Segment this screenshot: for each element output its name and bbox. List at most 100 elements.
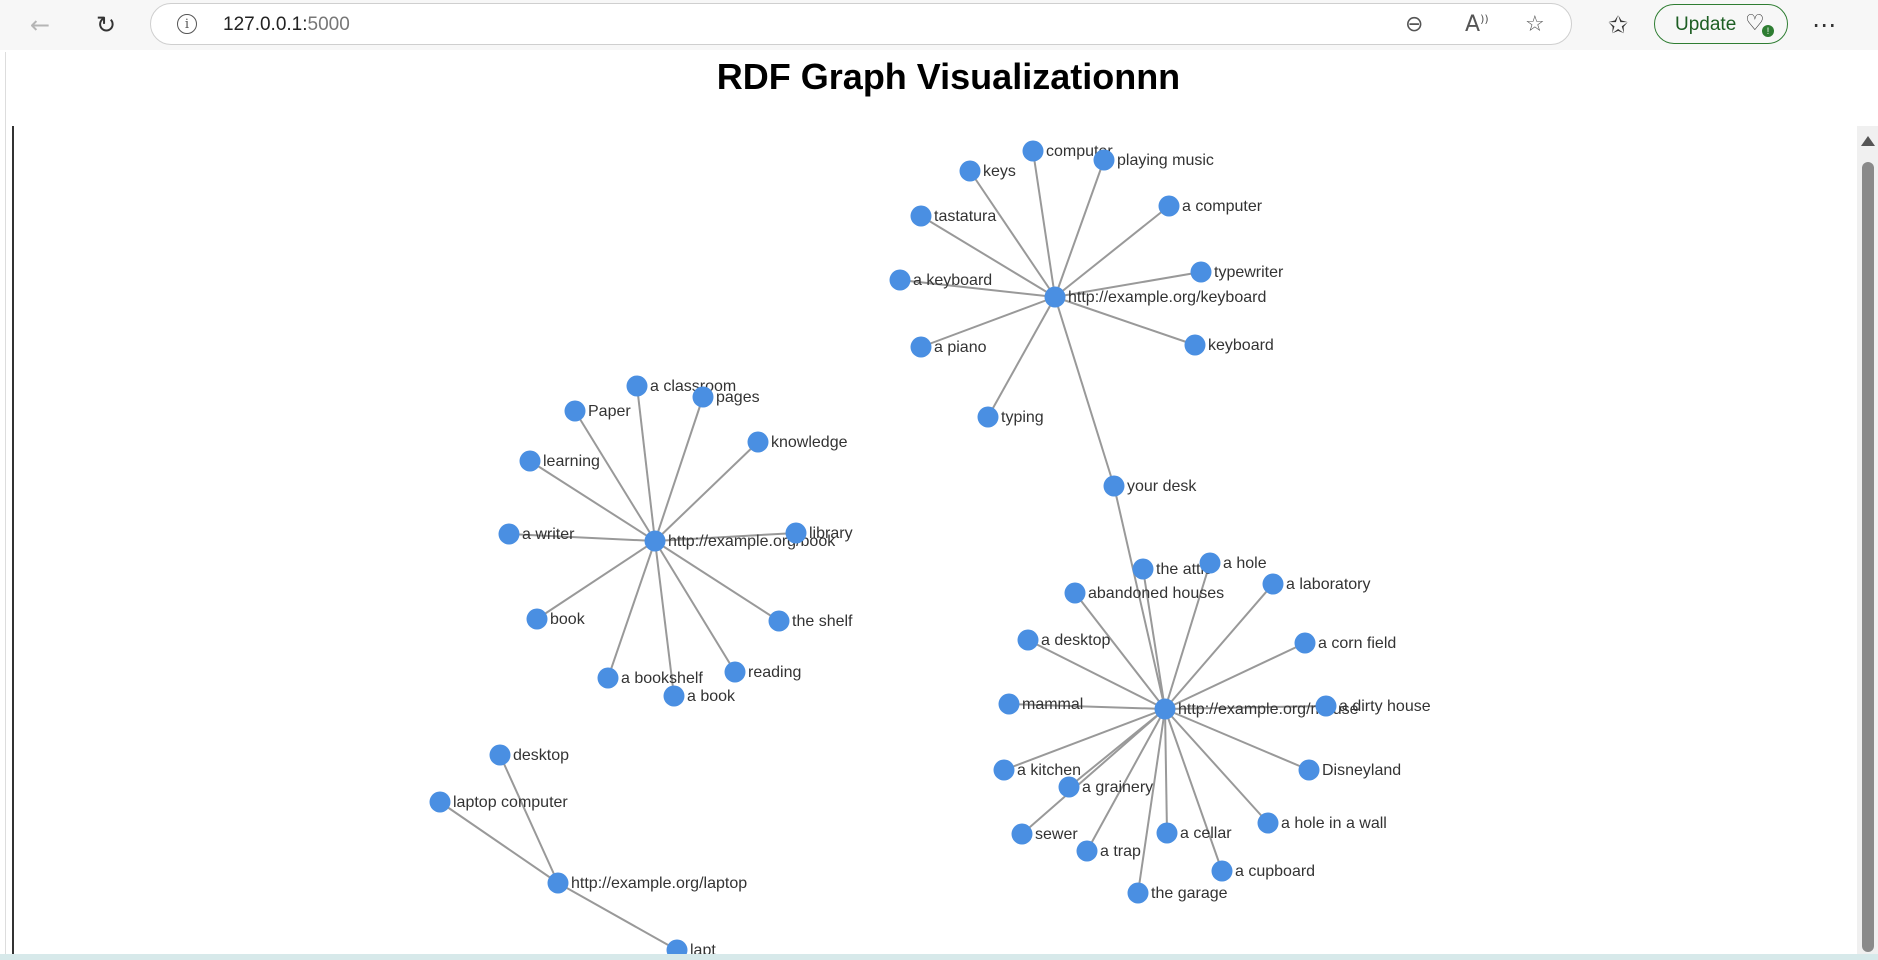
graph-node-a-kitchen[interactable]: a kitchen (993, 759, 1082, 781)
graph-node-typewriter[interactable]: typewriter (1190, 261, 1285, 283)
graph-node-tastatura[interactable]: tastatura (910, 205, 997, 227)
graph-node-circle[interactable] (959, 160, 981, 182)
graph-node-circle[interactable] (747, 431, 769, 453)
graph-node-circle[interactable] (626, 375, 648, 397)
graph-node-paper[interactable]: Paper (564, 400, 632, 422)
graph-node-circle[interactable] (547, 872, 569, 894)
more-icon[interactable]: ⋯ (1812, 11, 1836, 39)
graph-node-a-writer[interactable]: a writer (498, 523, 576, 545)
graph-node-the-attic[interactable]: the attic (1132, 558, 1213, 580)
graph-node-a-laboratory[interactable]: a laboratory (1262, 573, 1371, 595)
graph-node-reading[interactable]: reading (724, 661, 802, 683)
graph-node-a-book[interactable]: a book (663, 685, 737, 707)
graph-node-circle[interactable] (1158, 195, 1180, 217)
graph-node-typing[interactable]: typing (977, 406, 1044, 428)
zoom-out-icon[interactable]: ⊖ (1405, 12, 1424, 37)
graph-node-circle[interactable] (564, 400, 586, 422)
graph-node-circle[interactable] (1058, 776, 1080, 798)
graph-node-circle[interactable] (724, 661, 746, 683)
scroll-thumb[interactable] (1862, 162, 1874, 952)
graph-node-circle[interactable] (1076, 840, 1098, 862)
graph-node-circle[interactable] (526, 608, 548, 630)
graph-node-circle[interactable] (498, 523, 520, 545)
graph-node-circle[interactable] (663, 685, 685, 707)
graph-node-a-dirty-house[interactable]: a dirty house (1315, 695, 1431, 717)
graph-node-circle[interactable] (1257, 812, 1279, 834)
graph-node-circle[interactable] (519, 450, 541, 472)
graph-node-circle[interactable] (1132, 558, 1154, 580)
star-icon[interactable]: ☆ (1525, 12, 1545, 37)
graph-node-circle[interactable] (910, 336, 932, 358)
graph-node-laptop-offscreen[interactable]: lapt (666, 939, 717, 957)
rdf-graph[interactable]: http://example.org/keyboardcomputerplayi… (14, 126, 1859, 956)
graph-node-pages[interactable]: pages (692, 386, 760, 408)
graph-node-circle[interactable] (489, 744, 511, 766)
address-bar[interactable]: i 127.0.0.1:5000 ⊖ A)) ☆ (150, 3, 1572, 45)
graph-node-laptop-hub[interactable]: http://example.org/laptop (547, 872, 748, 894)
graph-node-mouse-hub[interactable]: http://example.org/mouse (1154, 698, 1359, 720)
graph-node-circle[interactable] (1017, 629, 1039, 651)
graph-node-learning[interactable]: learning (519, 450, 600, 472)
read-aloud-icon[interactable]: A)) (1465, 12, 1489, 37)
graph-node-circle[interactable] (1184, 334, 1206, 356)
graph-node-circle[interactable] (889, 269, 911, 291)
update-button[interactable]: Update ♡ ! (1654, 4, 1788, 44)
graph-node-circle[interactable] (910, 205, 932, 227)
graph-node-a-piano[interactable]: a piano (910, 336, 987, 358)
url-text[interactable]: 127.0.0.1:5000 (223, 14, 350, 36)
reload-icon[interactable]: ↻ (95, 11, 117, 39)
graph-node-a-hole-in-a-wall[interactable]: a hole in a wall (1257, 812, 1387, 834)
graph-node-the-garage[interactable]: the garage (1127, 882, 1228, 904)
graph-node-circle[interactable] (692, 386, 714, 408)
graph-node-circle[interactable] (993, 759, 1015, 781)
back-arrow-icon[interactable]: ← (29, 11, 51, 39)
graph-node-circle[interactable] (1103, 475, 1125, 497)
graph-node-circle[interactable] (1011, 823, 1033, 845)
graph-node-keys[interactable]: keys (959, 160, 1016, 182)
info-icon[interactable]: i (177, 14, 197, 34)
graph-node-circle[interactable] (1315, 695, 1337, 717)
graph-node-circle[interactable] (998, 693, 1020, 715)
graph-node-a-hole[interactable]: a hole (1199, 552, 1267, 574)
graph-node-circle[interactable] (1022, 140, 1044, 162)
graph-node-a-cellar[interactable]: a cellar (1156, 822, 1233, 844)
graph-node-a-corn-field[interactable]: a corn field (1294, 632, 1397, 654)
graph-node-circle[interactable] (1190, 261, 1212, 283)
graph-node-keyboard-hub[interactable]: http://example.org/keyboard (1044, 286, 1267, 308)
graph-node-circle[interactable] (597, 667, 619, 689)
graph-node-circle[interactable] (977, 406, 999, 428)
graph-node-the-shelf[interactable]: the shelf (768, 610, 854, 632)
graph-node-circle[interactable] (1127, 882, 1149, 904)
graph-node-book-hub[interactable]: http://example.org/book (644, 530, 837, 552)
graph-node-circle[interactable] (785, 522, 807, 544)
graph-node-circle[interactable] (644, 530, 666, 552)
graph-node-circle[interactable] (1154, 698, 1176, 720)
graph-node-a-bookshelf[interactable]: a bookshelf (597, 667, 704, 689)
graph-node-a-classroom[interactable]: a classroom (626, 375, 737, 397)
graph-node-knowledge[interactable]: knowledge (747, 431, 848, 453)
graph-node-circle[interactable] (1093, 149, 1115, 171)
graph-node-a-computer[interactable]: a computer (1158, 195, 1263, 217)
graph-node-circle[interactable] (1262, 573, 1284, 595)
graph-node-your-desk[interactable]: your desk (1103, 475, 1198, 497)
favorites-icon[interactable]: ✩ (1607, 11, 1629, 39)
graph-node-library[interactable]: library (785, 522, 853, 544)
graph-node-circle[interactable] (1298, 759, 1320, 781)
scroll-up-arrow-icon[interactable] (1861, 136, 1875, 146)
graph-node-circle[interactable] (1199, 552, 1221, 574)
graph-node-circle[interactable] (1044, 286, 1066, 308)
vertical-scrollbar[interactable] (1857, 126, 1878, 956)
graph-node-circle[interactable] (1064, 582, 1086, 604)
graph-node-a-trap[interactable]: a trap (1076, 840, 1142, 862)
graph-node-circle[interactable] (768, 610, 790, 632)
graph-node-circle[interactable] (429, 791, 451, 813)
graph-node-circle[interactable] (1211, 860, 1233, 882)
graph-node-a-keyboard[interactable]: a keyboard (889, 269, 993, 291)
graph-node-circle[interactable] (1156, 822, 1178, 844)
graph-node-desktop[interactable]: desktop (489, 744, 570, 766)
graph-node-abandoned-houses[interactable]: abandoned houses (1064, 582, 1225, 604)
graph-node-laptop-computer[interactable]: laptop computer (429, 791, 569, 813)
graph-node-book[interactable]: book (526, 608, 586, 630)
graph-node-disneyland[interactable]: Disneyland (1298, 759, 1402, 781)
graph-node-a-cupboard[interactable]: a cupboard (1211, 860, 1316, 882)
